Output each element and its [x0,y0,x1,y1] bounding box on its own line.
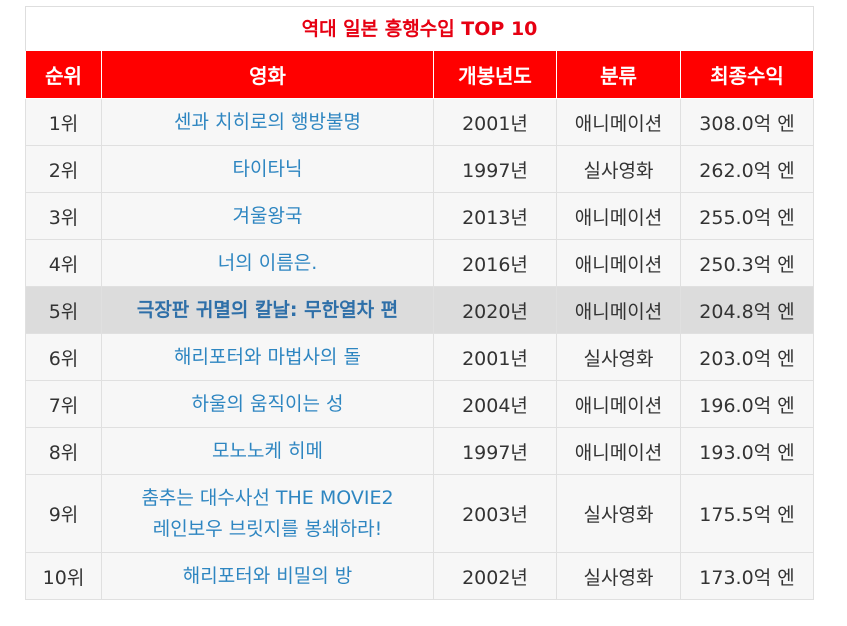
category-cell: 애니메이션 [556,380,681,428]
revenue-cell: 175.5억 엔 [680,474,814,553]
year-cell: 2013년 [433,192,557,240]
header-release-year: 개봉년도 [433,51,557,99]
category-cell: 애니메이션 [556,192,681,240]
rank-cell: 1위 [25,98,102,146]
rank-cell: 6위 [25,333,102,381]
year-cell: 2001년 [433,98,557,146]
revenue-cell: 262.0억 엔 [680,145,814,193]
category-cell: 실사영화 [556,333,681,381]
table-row: 7위 하울의 움직이는 성 2004년 애니메이션 196.0억 엔 [25,380,814,428]
table-row: 4위 너의 이름은. 2016년 애니메이션 250.3억 엔 [25,239,814,287]
category-cell: 실사영화 [556,552,681,600]
table-row: 3위 겨울왕국 2013년 애니메이션 255.0억 엔 [25,192,814,240]
category-cell: 애니메이션 [556,239,681,287]
rank-cell: 8위 [25,427,102,475]
movie-title-link[interactable]: 모노노케 히메 [101,427,434,475]
movie-title-link[interactable]: 하울의 움직이는 성 [101,380,434,428]
revenue-cell: 204.8억 엔 [680,286,814,334]
header-row: 순위 영화 개봉년도 분류 최종수익 [25,51,814,99]
year-cell: 2004년 [433,380,557,428]
movie-title-link[interactable]: 해리포터와 비밀의 방 [101,552,434,600]
rank-cell: 5위 [25,286,102,334]
rank-cell: 9위 [25,474,102,553]
category-cell: 애니메이션 [556,286,681,334]
movie-title-link[interactable]: 센과 치히로의 행방불명 [101,98,434,146]
category-cell: 애니메이션 [556,427,681,475]
year-cell: 2020년 [433,286,557,334]
year-cell: 2001년 [433,333,557,381]
movie-title-link[interactable]: 겨울왕국 [101,192,434,240]
rank-cell: 10위 [25,552,102,600]
year-cell: 2003년 [433,474,557,553]
table-row: 2위 타이타닉 1997년 실사영화 262.0억 엔 [25,145,814,193]
table-row: 1위 센과 치히로의 행방불명 2001년 애니메이션 308.0억 엔 [25,98,814,146]
rank-cell: 3위 [25,192,102,240]
category-cell: 실사영화 [556,145,681,193]
rank-cell: 4위 [25,239,102,287]
header-revenue: 최종수익 [680,51,814,99]
table-row: 9위 춤추는 대수사선 THE MOVIE2 레인보우 브릿지를 봉쇄하라! 20… [25,474,814,553]
rank-cell: 7위 [25,380,102,428]
revenue-cell: 196.0억 엔 [680,380,814,428]
table-caption: 역대 일본 흥행수입 TOP 10 [25,6,814,51]
revenue-cell: 308.0억 엔 [680,98,814,146]
year-cell: 1997년 [433,145,557,193]
header-category: 분류 [556,51,681,99]
year-cell: 2016년 [433,239,557,287]
movie-title-line-1: 춤추는 대수사선 THE MOVIE2 [141,486,394,509]
revenue-cell: 250.3억 엔 [680,239,814,287]
movie-title-line-2: 레인보우 브릿지를 봉쇄하라! [152,517,383,540]
ranking-table-container: 역대 일본 흥행수입 TOP 10 순위 영화 개봉년도 분류 최종수익 1위 … [25,6,814,600]
table-row: 6위 해리포터와 마법사의 돌 2001년 실사영화 203.0억 엔 [25,333,814,381]
year-cell: 2002년 [433,552,557,600]
rank-cell: 2위 [25,145,102,193]
movie-title-link[interactable]: 극장판 귀멸의 칼날: 무한열차 편 [101,286,434,334]
box-office-table: 역대 일본 흥행수입 TOP 10 순위 영화 개봉년도 분류 최종수익 1위 … [25,6,814,600]
table-row: 10위 해리포터와 비밀의 방 2002년 실사영화 173.0억 엔 [25,552,814,600]
year-cell: 1997년 [433,427,557,475]
category-cell: 애니메이션 [556,98,681,146]
movie-title-link[interactable]: 너의 이름은. [101,239,434,287]
header-movie: 영화 [101,51,434,99]
revenue-cell: 193.0억 엔 [680,427,814,475]
revenue-cell: 203.0억 엔 [680,333,814,381]
movie-title-link[interactable]: 춤추는 대수사선 THE MOVIE2 레인보우 브릿지를 봉쇄하라! [101,474,434,553]
table-row: 8위 모노노케 히메 1997년 애니메이션 193.0억 엔 [25,427,814,475]
category-cell: 실사영화 [556,474,681,553]
movie-title-link[interactable]: 해리포터와 마법사의 돌 [101,333,434,381]
revenue-cell: 255.0억 엔 [680,192,814,240]
table-row-highlighted: 5위 극장판 귀멸의 칼날: 무한열차 편 2020년 애니메이션 204.8억… [25,286,814,334]
header-rank: 순위 [25,51,102,99]
revenue-cell: 173.0억 엔 [680,552,814,600]
movie-title-link[interactable]: 타이타닉 [101,145,434,193]
